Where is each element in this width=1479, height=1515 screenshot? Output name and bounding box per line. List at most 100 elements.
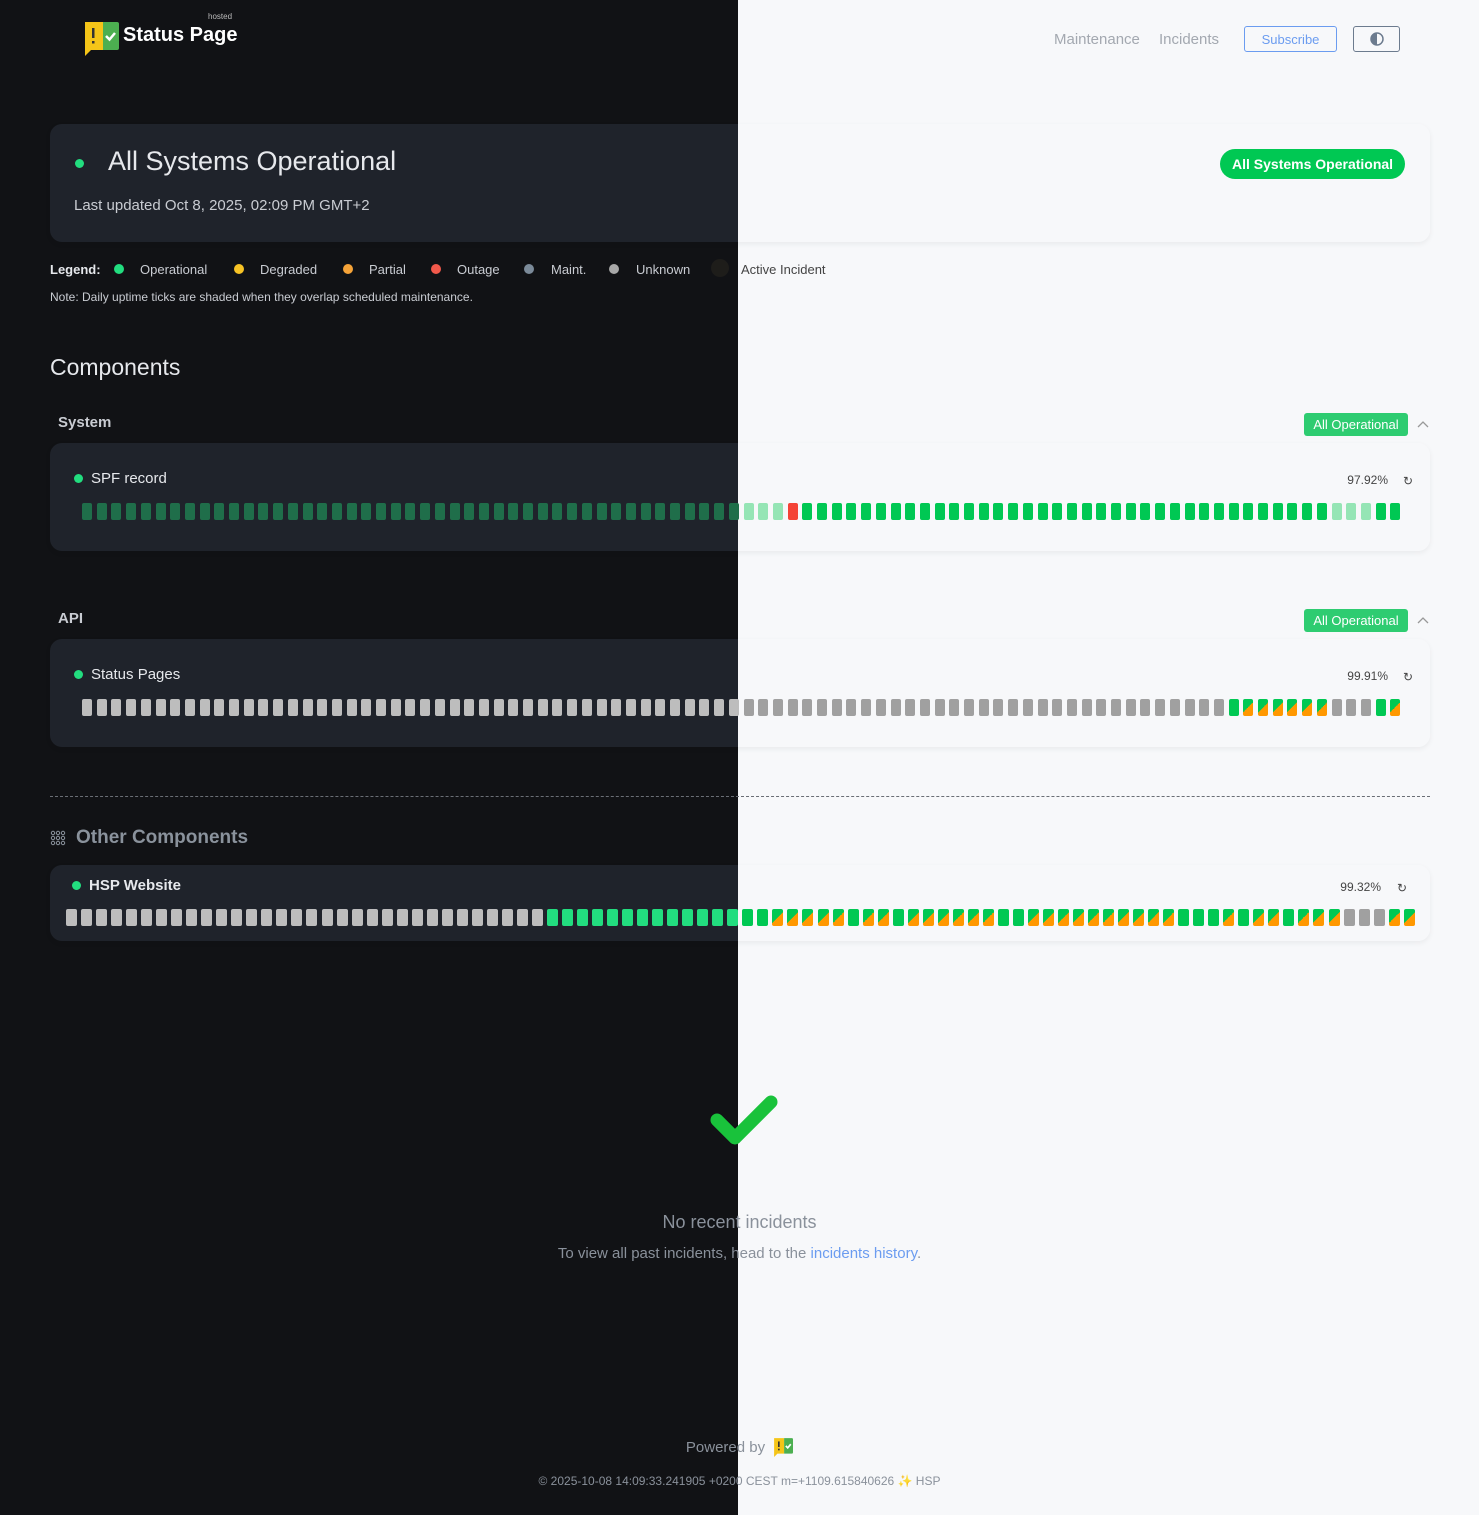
uptime-tick[interactable] xyxy=(1346,503,1357,520)
uptime-tick[interactable] xyxy=(1208,909,1220,926)
uptime-tick[interactable] xyxy=(434,699,445,716)
uptime-tick[interactable] xyxy=(817,503,827,520)
uptime-tick[interactable] xyxy=(229,503,239,520)
uptime-tick[interactable] xyxy=(291,909,303,926)
uptime-tick[interactable] xyxy=(1096,503,1107,520)
uptime-tick[interactable] xyxy=(1052,699,1063,716)
uptime-tick[interactable] xyxy=(302,699,313,716)
uptime-tick[interactable] xyxy=(905,503,916,520)
uptime-tick[interactable] xyxy=(546,909,558,926)
uptime-tick[interactable] xyxy=(361,503,372,520)
uptime-tick[interactable] xyxy=(1331,699,1342,716)
uptime-tick[interactable] xyxy=(1238,909,1250,926)
uptime-tick[interactable] xyxy=(449,503,460,520)
uptime-tick[interactable] xyxy=(376,503,386,520)
uptime-tick[interactable] xyxy=(1057,909,1069,926)
uptime-tick[interactable] xyxy=(361,699,372,716)
subscribe-button[interactable]: Subscribe xyxy=(1244,26,1337,52)
uptime-tick[interactable] xyxy=(478,503,489,520)
theme-toggle-button[interactable] xyxy=(1353,26,1400,52)
uptime-tick[interactable] xyxy=(577,909,589,926)
uptime-tick[interactable] xyxy=(1169,699,1180,716)
uptime-tick[interactable] xyxy=(787,699,798,716)
uptime-tick[interactable] xyxy=(1140,503,1151,520)
uptime-tick[interactable] xyxy=(456,909,468,926)
uptime-tick[interactable] xyxy=(366,909,378,926)
uptime-tick[interactable] xyxy=(1022,699,1033,716)
uptime-tick[interactable] xyxy=(817,699,827,716)
uptime-tick[interactable] xyxy=(640,503,651,520)
uptime-tick[interactable] xyxy=(611,503,622,520)
uptime-tick[interactable] xyxy=(1088,909,1100,926)
uptime-tick[interactable] xyxy=(964,699,974,716)
uptime-tick[interactable] xyxy=(1360,503,1371,520)
uptime-tick[interactable] xyxy=(861,503,872,520)
uptime-tick[interactable] xyxy=(126,699,137,716)
uptime-tick[interactable] xyxy=(464,503,475,520)
uptime-tick[interactable] xyxy=(336,909,348,926)
uptime-tick[interactable] xyxy=(126,909,138,926)
uptime-tick[interactable] xyxy=(1213,699,1224,716)
uptime-tick[interactable] xyxy=(1178,909,1190,926)
uptime-tick[interactable] xyxy=(441,909,453,926)
uptime-tick[interactable] xyxy=(581,503,592,520)
uptime-tick[interactable] xyxy=(892,909,904,926)
uptime-tick[interactable] xyxy=(1258,503,1268,520)
uptime-tick[interactable] xyxy=(714,699,725,716)
uptime-tick[interactable] xyxy=(670,699,680,716)
uptime-tick[interactable] xyxy=(1118,909,1130,926)
uptime-tick[interactable] xyxy=(331,503,342,520)
uptime-tick[interactable] xyxy=(201,909,213,926)
uptime-tick[interactable] xyxy=(199,699,210,716)
uptime-tick[interactable] xyxy=(66,909,77,926)
uptime-tick[interactable] xyxy=(1066,699,1077,716)
uptime-tick[interactable] xyxy=(1388,909,1400,926)
uptime-tick[interactable] xyxy=(317,503,328,520)
uptime-tick[interactable] xyxy=(949,503,960,520)
uptime-tick[interactable] xyxy=(982,909,994,926)
uptime-tick[interactable] xyxy=(922,909,934,926)
uptime-tick[interactable] xyxy=(1008,503,1019,520)
uptime-tick[interactable] xyxy=(111,909,123,926)
uptime-tick[interactable] xyxy=(1037,699,1048,716)
uptime-tick[interactable] xyxy=(141,909,153,926)
uptime-tick[interactable] xyxy=(655,503,666,520)
uptime-tick[interactable] xyxy=(905,699,916,716)
uptime-tick[interactable] xyxy=(684,503,695,520)
uptime-tick[interactable] xyxy=(346,699,357,716)
uptime-tick[interactable] xyxy=(186,909,198,926)
uptime-tick[interactable] xyxy=(111,503,122,520)
uptime-tick[interactable] xyxy=(907,909,919,926)
uptime-tick[interactable] xyxy=(846,699,857,716)
uptime-tick[interactable] xyxy=(847,909,859,926)
uptime-tick[interactable] xyxy=(697,909,709,926)
nav-maintenance[interactable]: Maintenance xyxy=(1054,31,1140,48)
uptime-tick[interactable] xyxy=(381,909,393,926)
uptime-tick[interactable] xyxy=(1193,909,1205,926)
uptime-tick[interactable] xyxy=(493,699,504,716)
uptime-tick[interactable] xyxy=(967,909,979,926)
uptime-tick[interactable] xyxy=(243,699,254,716)
uptime-tick[interactable] xyxy=(1258,699,1268,716)
uptime-tick[interactable] xyxy=(156,909,168,926)
uptime-tick[interactable] xyxy=(1228,503,1239,520)
uptime-tick[interactable] xyxy=(464,699,475,716)
uptime-tick[interactable] xyxy=(111,699,122,716)
uptime-tick[interactable] xyxy=(81,909,93,926)
uptime-tick[interactable] xyxy=(1155,503,1166,520)
uptime-tick[interactable] xyxy=(964,503,974,520)
uptime-tick[interactable] xyxy=(246,909,258,926)
uptime-tick[interactable] xyxy=(1081,699,1092,716)
uptime-tick[interactable] xyxy=(508,699,519,716)
uptime-tick[interactable] xyxy=(1360,699,1371,716)
uptime-tick[interactable] xyxy=(1155,699,1166,716)
uptime-tick[interactable] xyxy=(802,909,814,926)
uptime-tick[interactable] xyxy=(184,503,195,520)
uptime-tick[interactable] xyxy=(501,909,513,926)
uptime-tick[interactable] xyxy=(952,909,964,926)
uptime-tick[interactable] xyxy=(861,699,872,716)
uptime-tick[interactable] xyxy=(273,503,284,520)
uptime-tick[interactable] xyxy=(1066,503,1077,520)
uptime-tick[interactable] xyxy=(1199,503,1210,520)
uptime-tick[interactable] xyxy=(493,503,504,520)
